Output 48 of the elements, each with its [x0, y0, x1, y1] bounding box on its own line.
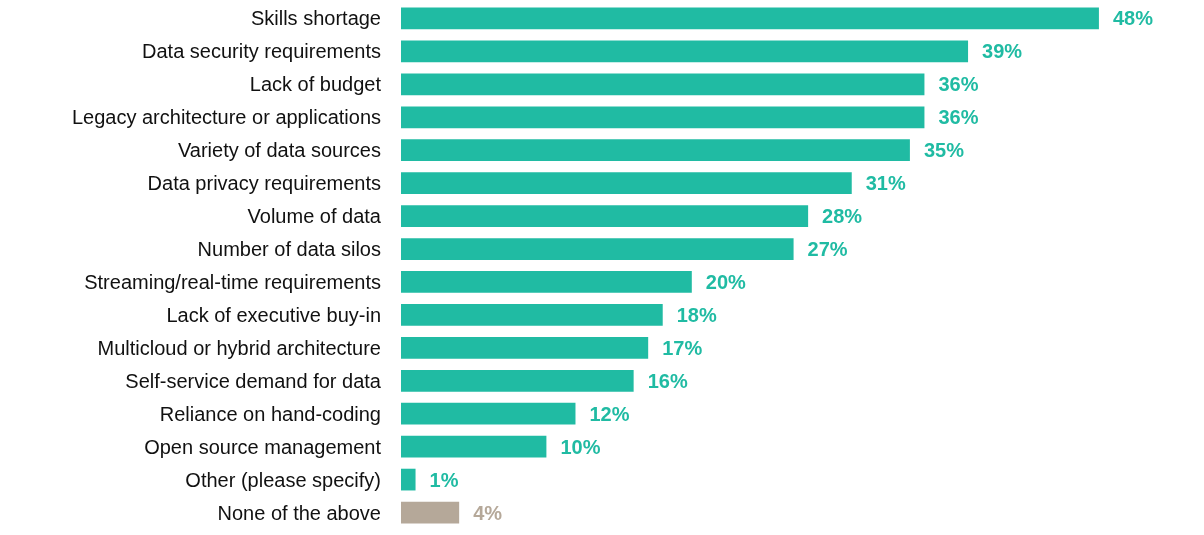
- y-tick-label: Multicloud or hybrid architecture: [97, 336, 381, 359]
- y-tick-label: Number of data silos: [197, 238, 381, 261]
- bar: [401, 336, 649, 359]
- data-label: 20%: [705, 270, 747, 293]
- data-label: 17%: [662, 336, 703, 359]
- data-label: 10%: [560, 435, 601, 458]
- y-tick-label: Lack of budget: [249, 73, 382, 96]
- data-label: 36%: [938, 106, 979, 129]
- data-label: 48%: [1112, 7, 1154, 30]
- bar: [401, 106, 925, 129]
- bar: [401, 40, 969, 63]
- data-label: 39%: [982, 40, 1023, 63]
- data-label: 4%: [473, 501, 503, 524]
- bar: [401, 501, 460, 524]
- y-tick-label: Volume of data: [247, 205, 382, 228]
- y-tick-label: Lack of executive buy-in: [166, 303, 381, 326]
- y-tick-label: Legacy architecture or applications: [71, 106, 381, 129]
- data-label: 28%: [822, 205, 863, 228]
- y-tick-label: Data privacy requirements: [147, 172, 381, 195]
- y-tick-label: Reliance on hand-coding: [159, 402, 381, 425]
- y-tick-label: Other (please specify): [185, 468, 381, 491]
- bar: [401, 304, 663, 326]
- bar: [401, 369, 634, 392]
- data-label: 36%: [938, 73, 979, 96]
- y-tick-label: Streaming/real-time requirements: [84, 270, 381, 293]
- y-tick-label: None of the above: [217, 501, 381, 524]
- bar: [401, 7, 1099, 30]
- y-tick-label: Self-service demand for data: [125, 369, 382, 392]
- data-label: 1%: [429, 468, 459, 491]
- data-label: 16%: [647, 369, 688, 392]
- y-tick-label: Skills shortage: [250, 7, 381, 30]
- bar: [401, 139, 910, 162]
- bar: [401, 468, 416, 491]
- y-tick-label: Open source management: [144, 435, 382, 458]
- bar: [401, 205, 809, 227]
- data-label: 27%: [807, 238, 848, 261]
- y-tick-label: Data security requirements: [142, 40, 381, 63]
- bar: [401, 271, 692, 293]
- bar: [401, 435, 547, 458]
- data-label: 12%: [589, 402, 630, 425]
- data-label: 31%: [865, 172, 906, 195]
- data-label: 18%: [676, 303, 717, 326]
- bar: [401, 172, 852, 195]
- bar: [401, 402, 576, 425]
- data-label: 35%: [923, 139, 965, 162]
- bar: [401, 73, 925, 96]
- bar: [401, 238, 794, 260]
- y-tick-label: Variety of data sources: [177, 139, 381, 162]
